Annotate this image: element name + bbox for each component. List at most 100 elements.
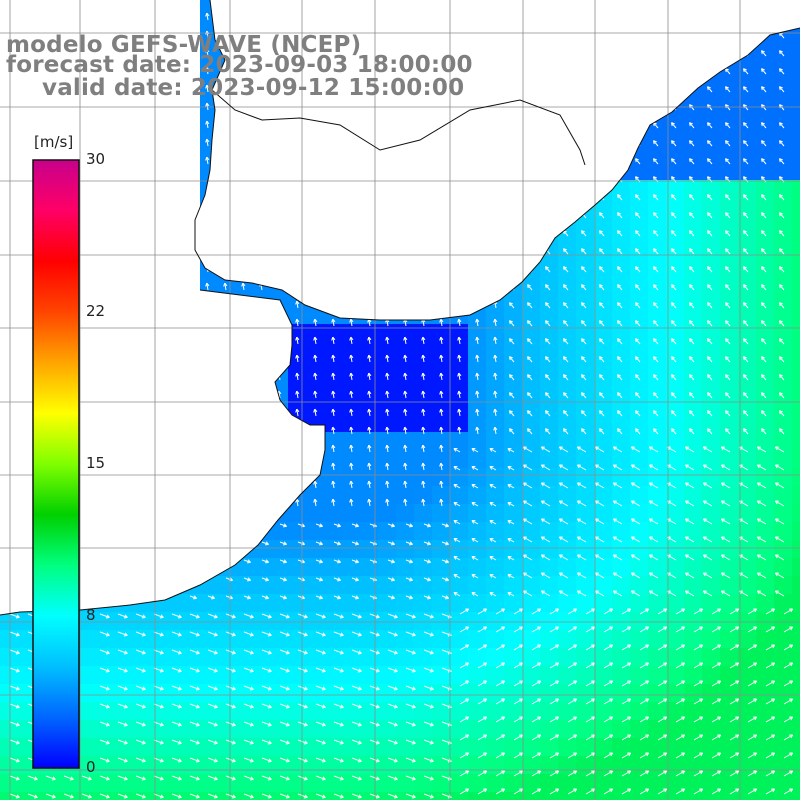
speed-cell [612,720,630,738]
speed-cell [522,684,540,702]
speed-cell [684,720,702,738]
speed-cell [774,90,792,108]
speed-cell [396,342,414,360]
speed-cell [0,648,18,666]
speed-cell [774,108,792,126]
speed-cell [540,378,558,396]
speed-cell [720,594,738,612]
speed-cell [378,324,396,342]
speed-cell [774,144,792,162]
speed-cell [666,540,684,558]
speed-cell [630,162,648,180]
speed-cell [792,774,800,792]
speed-cell [432,396,450,414]
speed-cell [702,738,720,756]
wind-arrow [617,194,623,201]
speed-cell [468,684,486,702]
speed-cell [198,90,216,108]
speed-cell [144,756,162,774]
wind-arrow [671,212,677,219]
speed-cell [288,630,306,648]
wind-arrow [617,266,623,273]
speed-cell [522,504,540,522]
speed-cell [0,702,18,720]
speed-cell [630,378,648,396]
speed-cell [504,468,522,486]
land-west [0,0,325,615]
speed-cell [612,576,630,594]
wind-arrow [707,248,713,255]
wind-arrow [617,284,623,291]
speed-cell [666,306,684,324]
speed-cell [324,702,342,720]
speed-cell [252,720,270,738]
speed-cell [522,342,540,360]
speed-cell [558,468,576,486]
speed-cell [576,486,594,504]
speed-cell [702,540,720,558]
speed-cell [252,774,270,792]
speed-cell [108,720,126,738]
speed-cell [558,234,576,252]
speed-cell [648,180,666,198]
speed-cell [432,612,450,630]
speed-cell [198,756,216,774]
speed-cell [720,702,738,720]
wind-arrow [725,230,731,237]
speed-cell [126,666,144,684]
speed-cell [288,774,306,792]
speed-cell [378,774,396,792]
speed-cell [720,342,738,360]
speed-cell [720,648,738,666]
wind-arrow [223,282,228,291]
speed-cell [288,702,306,720]
speed-cell [324,342,342,360]
speed-cell [342,612,360,630]
speed-cell [108,684,126,702]
speed-cell [630,360,648,378]
speed-cell [18,666,36,684]
speed-cell [702,360,720,378]
speed-cell [486,450,504,468]
speed-cell [756,756,774,774]
speed-cell [792,540,800,558]
speed-cell [756,342,774,360]
speed-cell [522,756,540,774]
speed-cell [648,414,666,432]
speed-cell [648,684,666,702]
speed-cell [630,738,648,756]
speed-cell [576,342,594,360]
speed-cell [288,396,306,414]
speed-cell [558,630,576,648]
speed-cell [360,792,378,800]
wind-arrow [205,48,210,57]
speed-cell [0,756,18,774]
speed-cell [18,720,36,738]
speed-cell [594,774,612,792]
speed-cell [450,504,468,522]
speed-cell [306,720,324,738]
speed-cell [576,234,594,252]
speed-cell [558,576,576,594]
speed-cell [792,630,800,648]
speed-cell [360,504,378,522]
wind-arrow [581,248,587,255]
speed-cell [558,792,576,800]
speed-cell [756,666,774,684]
speed-cell [702,666,720,684]
speed-cell [576,378,594,396]
speed-cell [252,666,270,684]
speed-cell [702,180,720,198]
speed-cell [468,630,486,648]
speed-cell [522,306,540,324]
speed-cell [576,702,594,720]
speed-cell [594,468,612,486]
speed-cell [774,792,792,800]
speed-cell [198,126,216,144]
speed-cell [432,630,450,648]
speed-cell [198,108,216,126]
speed-cell [648,648,666,666]
speed-cell [756,306,774,324]
speed-cell [414,504,432,522]
speed-cell [540,342,558,360]
